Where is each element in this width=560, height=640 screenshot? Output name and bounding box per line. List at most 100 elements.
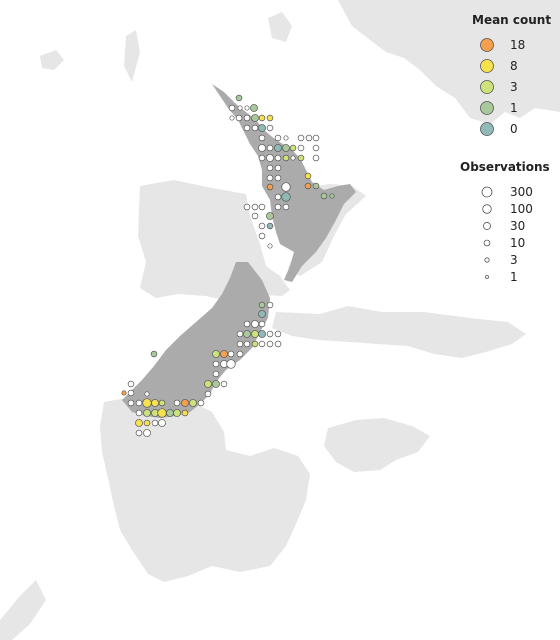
legend-mean-swatch (480, 59, 494, 73)
observation-marker (258, 232, 266, 240)
legend-mean-swatch (480, 122, 494, 136)
observation-marker (251, 330, 259, 338)
observation-marker (250, 104, 258, 112)
legend-observations-swatch (482, 204, 492, 214)
observation-marker (266, 222, 274, 230)
observation-marker (243, 124, 251, 132)
observation-marker (274, 193, 282, 201)
observation-marker (266, 114, 274, 122)
observation-marker (135, 409, 143, 417)
observation-marker (274, 174, 282, 182)
observation-marker (228, 104, 236, 112)
legend-observations-swatch (484, 257, 490, 263)
observation-marker (289, 144, 297, 152)
observation-marker (150, 350, 158, 358)
observation-marker (258, 203, 266, 211)
observation-marker (251, 124, 259, 132)
observation-marker (297, 134, 305, 142)
observation-marker (274, 203, 282, 211)
observation-marker (158, 399, 166, 407)
observation-marker (143, 419, 151, 427)
observation-marker (226, 359, 236, 369)
observation-marker (266, 154, 274, 162)
legend-observations-label: 1 (510, 270, 518, 284)
observation-marker (220, 350, 228, 358)
observation-marker (166, 409, 174, 417)
context-land-islet (450, 336, 462, 348)
observation-marker (258, 301, 266, 309)
legend-observations-label: 3 (510, 253, 518, 267)
observation-marker (173, 409, 181, 417)
observation-marker (258, 320, 266, 328)
observation-marker (143, 409, 151, 417)
observation-marker (151, 399, 159, 407)
observation-marker (290, 155, 296, 161)
observation-marker (281, 182, 291, 192)
observation-marker (251, 114, 259, 122)
observation-marker (220, 380, 228, 388)
observation-marker (212, 360, 220, 368)
context-land-se (324, 418, 430, 472)
context-land-sw (0, 580, 46, 640)
observation-marker (197, 399, 205, 407)
observation-marker (258, 330, 266, 338)
observation-marker (243, 340, 251, 348)
observation-marker (266, 174, 274, 182)
observation-marker (266, 330, 274, 338)
legend-mean-label: 8 (510, 59, 518, 73)
observation-marker (258, 124, 266, 132)
observation-marker (267, 243, 273, 249)
observation-marker (121, 390, 127, 396)
observation-marker (181, 409, 189, 417)
observation-marker (127, 380, 135, 388)
observation-marker (312, 134, 320, 142)
observation-marker (312, 182, 320, 190)
observation-marker (135, 429, 143, 437)
observation-marker (274, 330, 282, 338)
observation-marker (135, 419, 143, 427)
context-land-nw-2 (124, 30, 140, 82)
context-land-east-band (272, 306, 526, 358)
legend-observations-label: 100 (510, 202, 533, 216)
observation-marker (229, 115, 235, 121)
observation-marker (204, 390, 212, 398)
observation-marker (244, 105, 250, 111)
observation-marker (274, 154, 282, 162)
legend-mean-label: 18 (510, 38, 525, 52)
observation-marker (142, 398, 152, 408)
observation-marker (127, 389, 135, 397)
observation-marker (266, 340, 274, 348)
legend-observations-swatch (483, 239, 491, 247)
observation-marker (243, 330, 251, 338)
observation-marker (274, 340, 282, 348)
observation-marker (258, 134, 266, 142)
observation-marker (158, 419, 166, 427)
observation-marker (312, 144, 320, 152)
observation-marker (243, 320, 251, 328)
legend-mean-swatch (480, 80, 494, 94)
observation-marker (236, 340, 244, 348)
observation-marker (274, 164, 282, 172)
legend-observations: Observations 300 100 30 10 3 1 (460, 160, 550, 284)
observation-markers (121, 94, 335, 437)
legend-observations-title: Observations (460, 160, 550, 174)
observation-marker (243, 114, 251, 122)
observation-marker (304, 182, 312, 190)
observation-marker (235, 94, 243, 102)
observation-marker (227, 350, 235, 358)
observation-marker (127, 399, 135, 407)
context-land-west (138, 180, 290, 302)
legend-mean-title: Mean count (472, 13, 551, 27)
observation-marker (173, 399, 181, 407)
legend-observations-label: 30 (510, 219, 525, 233)
observation-marker (312, 154, 320, 162)
observation-marker (204, 380, 212, 388)
observation-marker (135, 399, 143, 407)
observation-marker (274, 134, 282, 142)
legend-mean-label: 1 (510, 101, 518, 115)
observation-marker (266, 144, 274, 152)
observation-marker (266, 212, 274, 220)
observation-marker (144, 391, 150, 397)
observation-marker (212, 380, 220, 388)
